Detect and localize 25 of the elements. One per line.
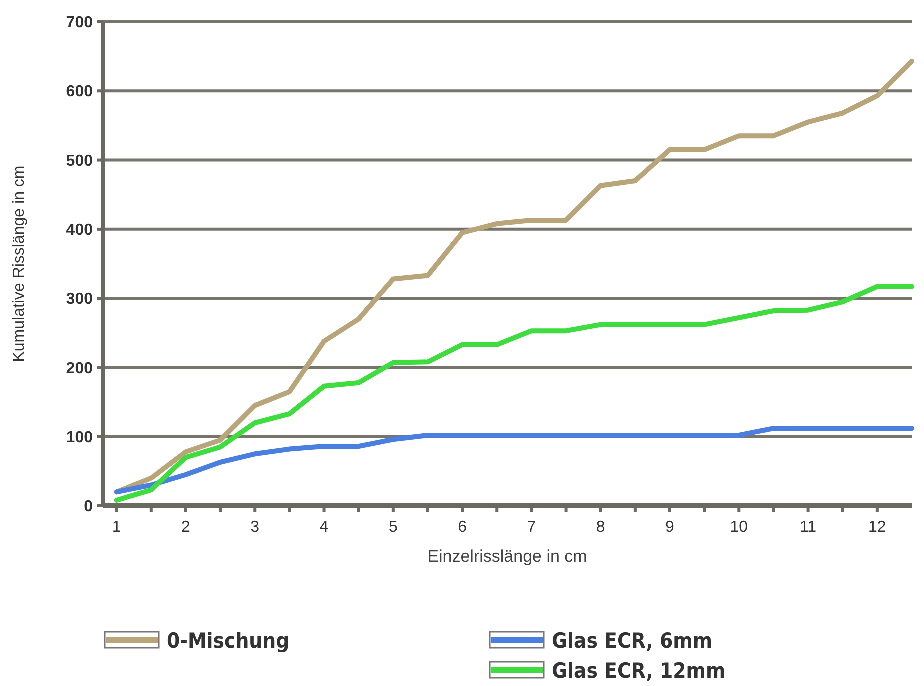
- x-tick-label: 7: [527, 519, 536, 536]
- x-tick-label: 2: [182, 519, 191, 536]
- y-tick-label: 300: [66, 291, 94, 308]
- x-tick-label: 4: [320, 519, 329, 536]
- x-tick-label: 5: [388, 519, 398, 536]
- legend-label: Glas ECR, 6mm: [552, 629, 713, 653]
- y-tick-label: 0: [84, 498, 94, 516]
- x-tick-label: 10: [730, 519, 748, 536]
- legend-label: Glas ECR, 12mm: [552, 659, 726, 683]
- x-tick-label: 12: [868, 519, 886, 536]
- x-axis-title: Einzelrisslänge in cm: [428, 547, 588, 566]
- legend-label: 0-Mischung: [167, 629, 290, 653]
- x-tick-label: 1: [112, 519, 122, 536]
- y-tick-label: 500: [66, 152, 94, 170]
- y-axis-title: Kumulative Risslänge in cm: [11, 166, 28, 362]
- x-tick-label: 9: [666, 519, 675, 536]
- x-tick-label: 6: [458, 519, 468, 536]
- x-tick-label: 11: [800, 519, 817, 536]
- x-tick-label: 3: [250, 519, 260, 536]
- y-tick-label: 700: [66, 14, 94, 32]
- y-tick-label: 400: [66, 222, 94, 240]
- x-tick-label: 8: [596, 519, 606, 536]
- y-tick-label: 600: [66, 84, 94, 101]
- y-tick-label: 200: [66, 360, 94, 378]
- y-tick-label: 100: [66, 429, 94, 446]
